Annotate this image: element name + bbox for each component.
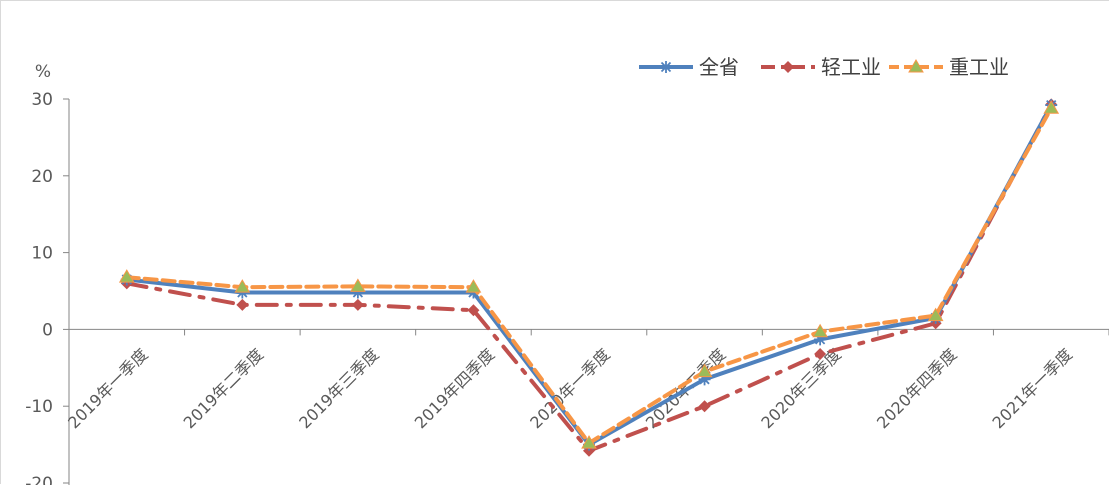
x-category-label: 2019年二季度 <box>180 345 267 432</box>
data-point <box>814 347 827 360</box>
data-point <box>814 333 827 346</box>
legend-label: 重工业 <box>949 55 1009 79</box>
data-point <box>908 59 924 73</box>
y-axis-unit-label: % <box>35 62 51 82</box>
data-point <box>1043 100 1060 114</box>
series-1 <box>120 98 1058 457</box>
data-point <box>782 61 794 73</box>
y-tick-label: 30 <box>31 90 53 110</box>
x-category-label: 2020年四季度 <box>873 345 960 432</box>
legend-label: 轻工业 <box>821 55 881 79</box>
data-point <box>236 298 249 311</box>
y-tick-label: -10 <box>25 397 53 417</box>
y-tick-label: -20 <box>25 474 53 485</box>
data-point <box>698 373 711 386</box>
y-axis: 30 20 10 0 -10 -20 <box>25 90 70 485</box>
data-point <box>812 323 828 338</box>
data-point <box>927 307 944 322</box>
data-point <box>351 298 364 311</box>
legend-item: 全省 <box>639 55 739 79</box>
data-point <box>581 435 597 449</box>
legend-item: 轻工业 <box>761 55 881 79</box>
y-tick-label: 10 <box>31 244 53 264</box>
y-tick-label: 0 <box>42 320 53 340</box>
data-point <box>660 61 672 73</box>
data-point <box>698 400 711 413</box>
x-category-label: 2019年三季度 <box>295 345 382 432</box>
data-point <box>118 269 135 283</box>
data-point <box>351 286 364 299</box>
y-tick-label: 20 <box>31 167 53 187</box>
data-point <box>696 363 713 378</box>
data-point <box>350 278 366 292</box>
x-category-label: 2019年一季度 <box>64 345 151 432</box>
series-2 <box>118 100 1060 449</box>
legend-item: 重工业 <box>889 55 1009 79</box>
legend-label: 全省 <box>699 55 739 79</box>
legend: 全省 轻工业 重工业 <box>639 55 1009 79</box>
data-point <box>467 304 480 317</box>
data-point <box>465 279 482 293</box>
series-layer <box>118 98 1060 457</box>
x-axis: 2019年一季度 2019年二季度 2019年三季度 2019年四季度 2020年一季度… <box>64 328 1109 432</box>
x-category-label: 2021年一季度 <box>989 345 1076 432</box>
x-category-label: 2019年四季度 <box>411 345 498 432</box>
data-point <box>234 279 251 293</box>
